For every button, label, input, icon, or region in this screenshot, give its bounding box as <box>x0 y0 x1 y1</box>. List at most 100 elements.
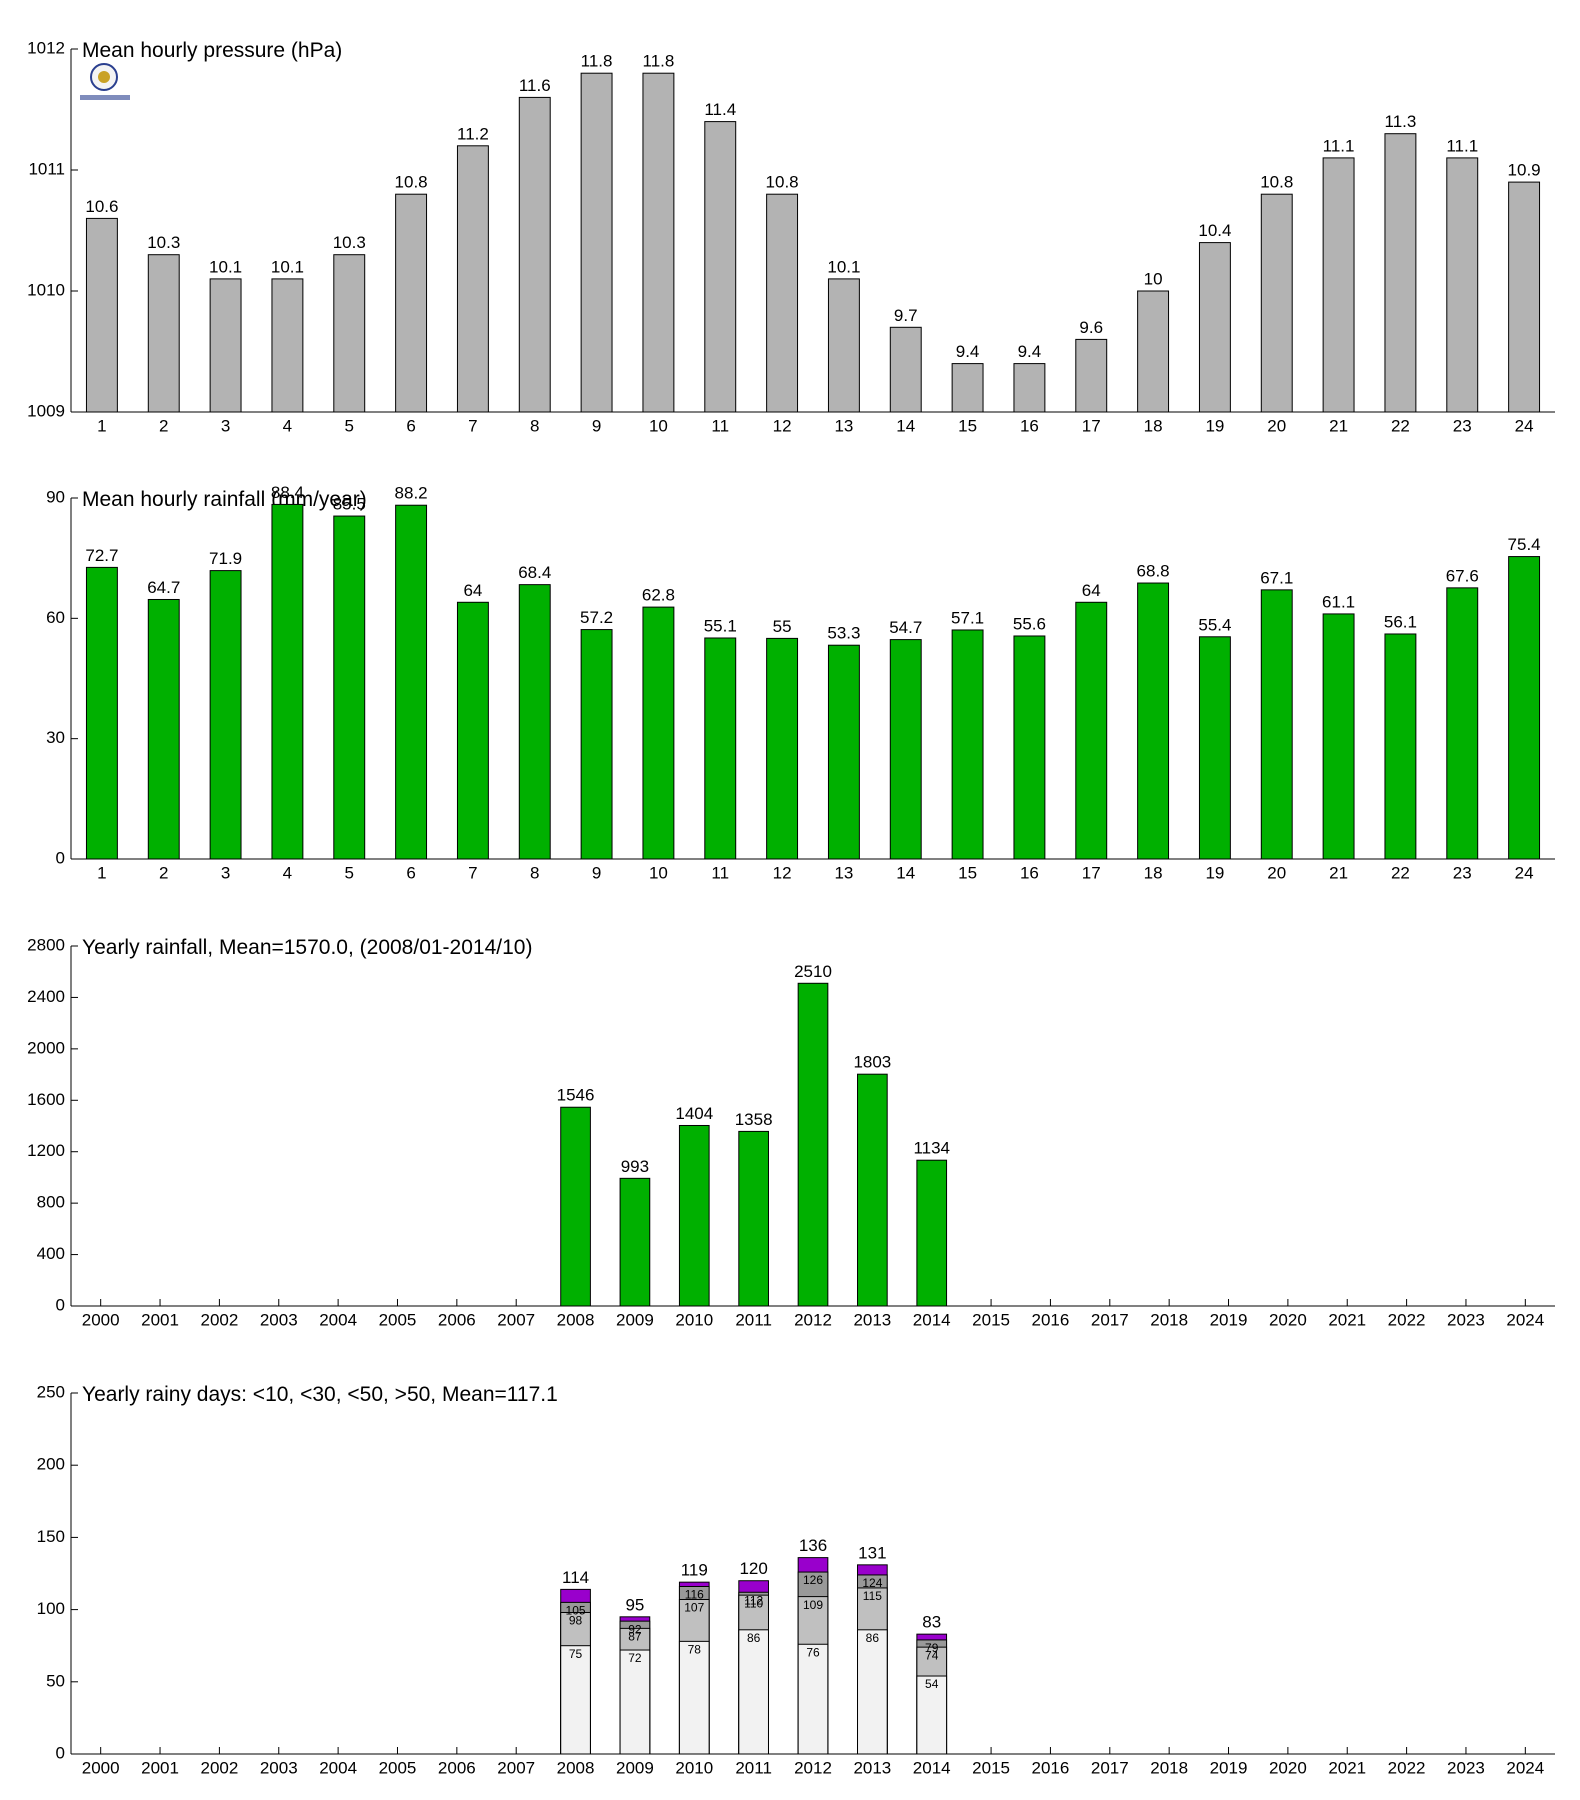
chart-title: Mean hourly rainfall (mm/year) <box>82 488 367 511</box>
bar <box>857 1073 888 1307</box>
value-label: 9.7 <box>894 306 918 325</box>
value-label: 76 <box>806 1645 820 1659</box>
x-tick-label: 17 <box>1082 863 1101 882</box>
x-tick-label: 2018 <box>1150 1758 1188 1777</box>
x-tick-label: 2023 <box>1447 1758 1485 1777</box>
x-tick-label: 24 <box>1515 416 1534 435</box>
y-tick-label: 250 <box>37 1382 65 1401</box>
y-tick-label: 200 <box>37 1455 65 1474</box>
x-tick-label: 16 <box>1020 416 1039 435</box>
bar <box>889 326 922 413</box>
value-label: 98 <box>569 1614 583 1628</box>
value-label: 11.3 <box>1385 112 1417 131</box>
value-label: 86 <box>747 1631 761 1645</box>
x-tick-label: 3 <box>221 863 230 882</box>
value-label: 120 <box>739 1559 767 1578</box>
x-tick-label: 2000 <box>82 1310 120 1329</box>
value-label: 83 <box>922 1613 941 1632</box>
value-label: 61.1 <box>1322 592 1355 611</box>
value-label: 75.4 <box>1508 535 1541 554</box>
y-tick-label: 0 <box>56 1295 65 1314</box>
value-label: 79 <box>925 1641 939 1655</box>
x-tick-label: 2010 <box>675 1758 713 1777</box>
x-tick-label: 7 <box>468 416 477 435</box>
y-tick-label: 30 <box>46 728 65 747</box>
value-label: 10.4 <box>1198 221 1231 240</box>
bar <box>147 598 180 860</box>
value-label: 9.6 <box>1079 318 1103 337</box>
value-label: 10.8 <box>1260 173 1293 192</box>
value-label: 131 <box>858 1543 886 1562</box>
x-tick-label: 12 <box>773 416 792 435</box>
bar <box>1384 133 1417 413</box>
bar <box>1260 589 1293 860</box>
y-tick-label: 100 <box>37 1599 65 1618</box>
bar <box>827 278 860 413</box>
x-tick-label: 2009 <box>616 1758 654 1777</box>
x-tick-label: 2015 <box>972 1758 1010 1777</box>
x-tick-label: 15 <box>958 863 977 882</box>
value-label: 107 <box>684 1601 704 1615</box>
x-tick-label: 2014 <box>913 1758 951 1777</box>
chart: Yearly rainy days: <10, <30, <50, >50, M… <box>37 1382 1555 1777</box>
bar <box>209 570 242 860</box>
x-tick-label: 11 <box>711 863 729 882</box>
x-tick-label: 2011 <box>735 1310 772 1329</box>
value-label: 92 <box>628 1622 642 1636</box>
bar <box>1322 613 1355 860</box>
x-tick-label: 4 <box>283 416 292 435</box>
x-tick-label: 2024 <box>1506 1310 1544 1329</box>
value-label: 993 <box>621 1157 649 1176</box>
y-tick-label: 0 <box>56 848 65 867</box>
x-tick-label: 16 <box>1020 863 1039 882</box>
x-tick-label: 2002 <box>200 1758 238 1777</box>
value-label: 64 <box>463 581 482 600</box>
x-tick-label: 6 <box>406 863 415 882</box>
bar <box>456 601 489 860</box>
y-tick-label: 60 <box>46 608 65 627</box>
bar <box>619 1177 651 1307</box>
x-tick-label: 2005 <box>379 1758 417 1777</box>
x-tick-label: 5 <box>345 416 354 435</box>
value-label: 126 <box>803 1573 823 1587</box>
bar <box>1198 636 1231 860</box>
bar <box>916 1159 948 1307</box>
x-tick-label: 2021 <box>1328 1758 1366 1777</box>
value-label: 55 <box>773 617 792 636</box>
x-tick-label: 2024 <box>1506 1758 1544 1777</box>
x-tick-label: 5 <box>345 863 354 882</box>
x-tick-label: 2018 <box>1150 1310 1188 1329</box>
x-tick-label: 2007 <box>497 1758 535 1777</box>
bar <box>797 982 829 1307</box>
bar <box>395 193 428 413</box>
bar <box>333 515 366 860</box>
bar <box>518 96 551 413</box>
x-tick-label: 19 <box>1205 863 1224 882</box>
x-tick-label: 22 <box>1391 863 1410 882</box>
bar <box>1508 181 1541 413</box>
bar <box>1260 193 1293 413</box>
value-label: 2510 <box>794 962 832 981</box>
x-tick-label: 2022 <box>1388 1758 1426 1777</box>
bar <box>766 193 799 413</box>
x-tick-label: 2011 <box>735 1758 772 1777</box>
x-tick-label: 2006 <box>438 1310 476 1329</box>
x-tick-label: 2013 <box>853 1310 891 1329</box>
bar <box>738 1130 769 1307</box>
y-tick-label: 2800 <box>27 935 65 954</box>
bar <box>147 254 180 413</box>
x-tick-label: 20 <box>1267 416 1286 435</box>
x-tick-label: 2000 <box>82 1758 120 1777</box>
value-label: 57.1 <box>951 608 984 627</box>
bar <box>766 637 799 860</box>
value-label: 75 <box>569 1647 583 1661</box>
value-label: 11.2 <box>457 124 489 143</box>
value-label: 10 <box>1144 269 1163 288</box>
bar <box>619 1649 651 1755</box>
x-tick-label: 13 <box>834 416 853 435</box>
value-label: 105 <box>566 1604 586 1618</box>
bar <box>678 1124 710 1307</box>
x-tick-label: 8 <box>530 863 539 882</box>
x-tick-label: 2004 <box>319 1758 357 1777</box>
